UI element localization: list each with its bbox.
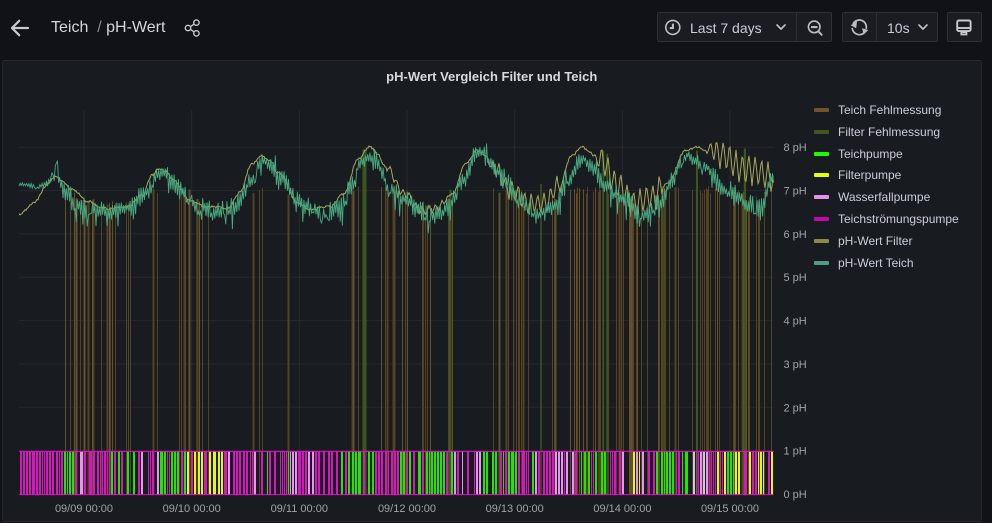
svg-text:8 pH: 8 pH	[784, 142, 807, 154]
svg-text:09/10 00:00: 09/10 00:00	[163, 503, 221, 515]
svg-text:3 pH: 3 pH	[784, 359, 807, 371]
svg-text:09/09 00:00: 09/09 00:00	[55, 503, 113, 515]
svg-text:0 pH: 0 pH	[784, 489, 807, 501]
svg-text:09/11 00:00: 09/11 00:00	[271, 503, 328, 515]
svg-text:09/15 00:00: 09/15 00:00	[701, 503, 759, 515]
svg-text:09/14 00:00: 09/14 00:00	[593, 503, 651, 515]
svg-text:2 pH: 2 pH	[784, 402, 807, 414]
svg-text:5 pH: 5 pH	[784, 272, 807, 284]
svg-text:09/12 00:00: 09/12 00:00	[378, 503, 436, 515]
svg-text:6 pH: 6 pH	[784, 229, 807, 241]
svg-text:09/13 00:00: 09/13 00:00	[486, 503, 544, 515]
svg-text:7 pH: 7 pH	[784, 186, 807, 198]
svg-text:4 pH: 4 pH	[784, 316, 807, 328]
svg-text:1 pH: 1 pH	[784, 446, 807, 458]
